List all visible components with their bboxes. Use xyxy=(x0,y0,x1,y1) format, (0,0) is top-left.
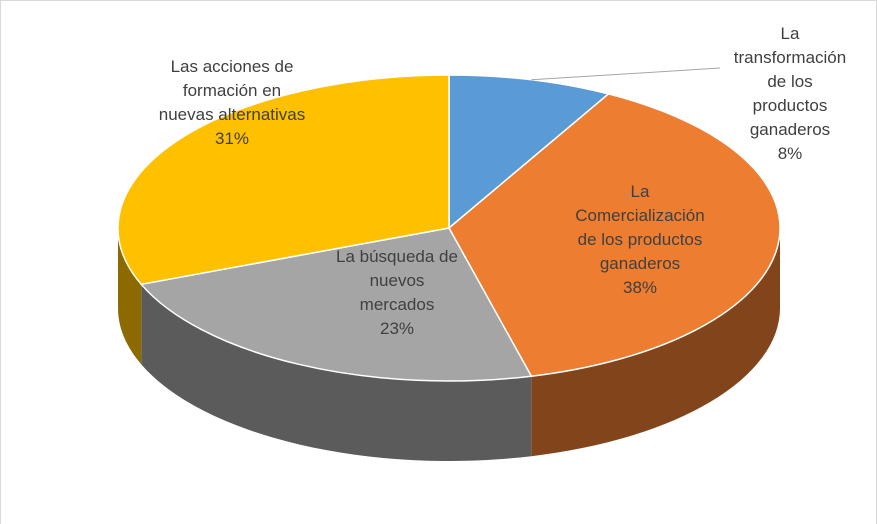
value-label: 31% xyxy=(214,129,250,148)
data-label: La Comercialización de los productos gan… xyxy=(565,180,715,300)
data-label: La búsqueda de nuevos mercados 23% xyxy=(332,245,462,341)
value-label: 23% xyxy=(379,319,415,338)
category-label: La transformación de los productos ganad… xyxy=(733,24,847,139)
pie-slice xyxy=(117,74,450,286)
category-label: La Comercialización de los productos gan… xyxy=(575,182,705,273)
pie-slice xyxy=(448,93,781,377)
leader-line xyxy=(531,67,721,81)
pie-slice xyxy=(448,74,611,230)
data-label: Las acciones de formación en nuevas alte… xyxy=(157,55,307,151)
pie-side xyxy=(531,228,780,457)
data-label: La transformación de los productos ganad… xyxy=(730,22,850,166)
pie-slice xyxy=(139,227,533,382)
pie-side xyxy=(141,284,532,461)
value-label: 38% xyxy=(622,278,658,297)
category-label: Las acciones de formación en nuevas alte… xyxy=(158,57,306,124)
pie-side xyxy=(118,228,142,365)
category-label: La búsqueda de nuevos mercados xyxy=(336,247,458,314)
value-label: 8% xyxy=(777,144,803,163)
